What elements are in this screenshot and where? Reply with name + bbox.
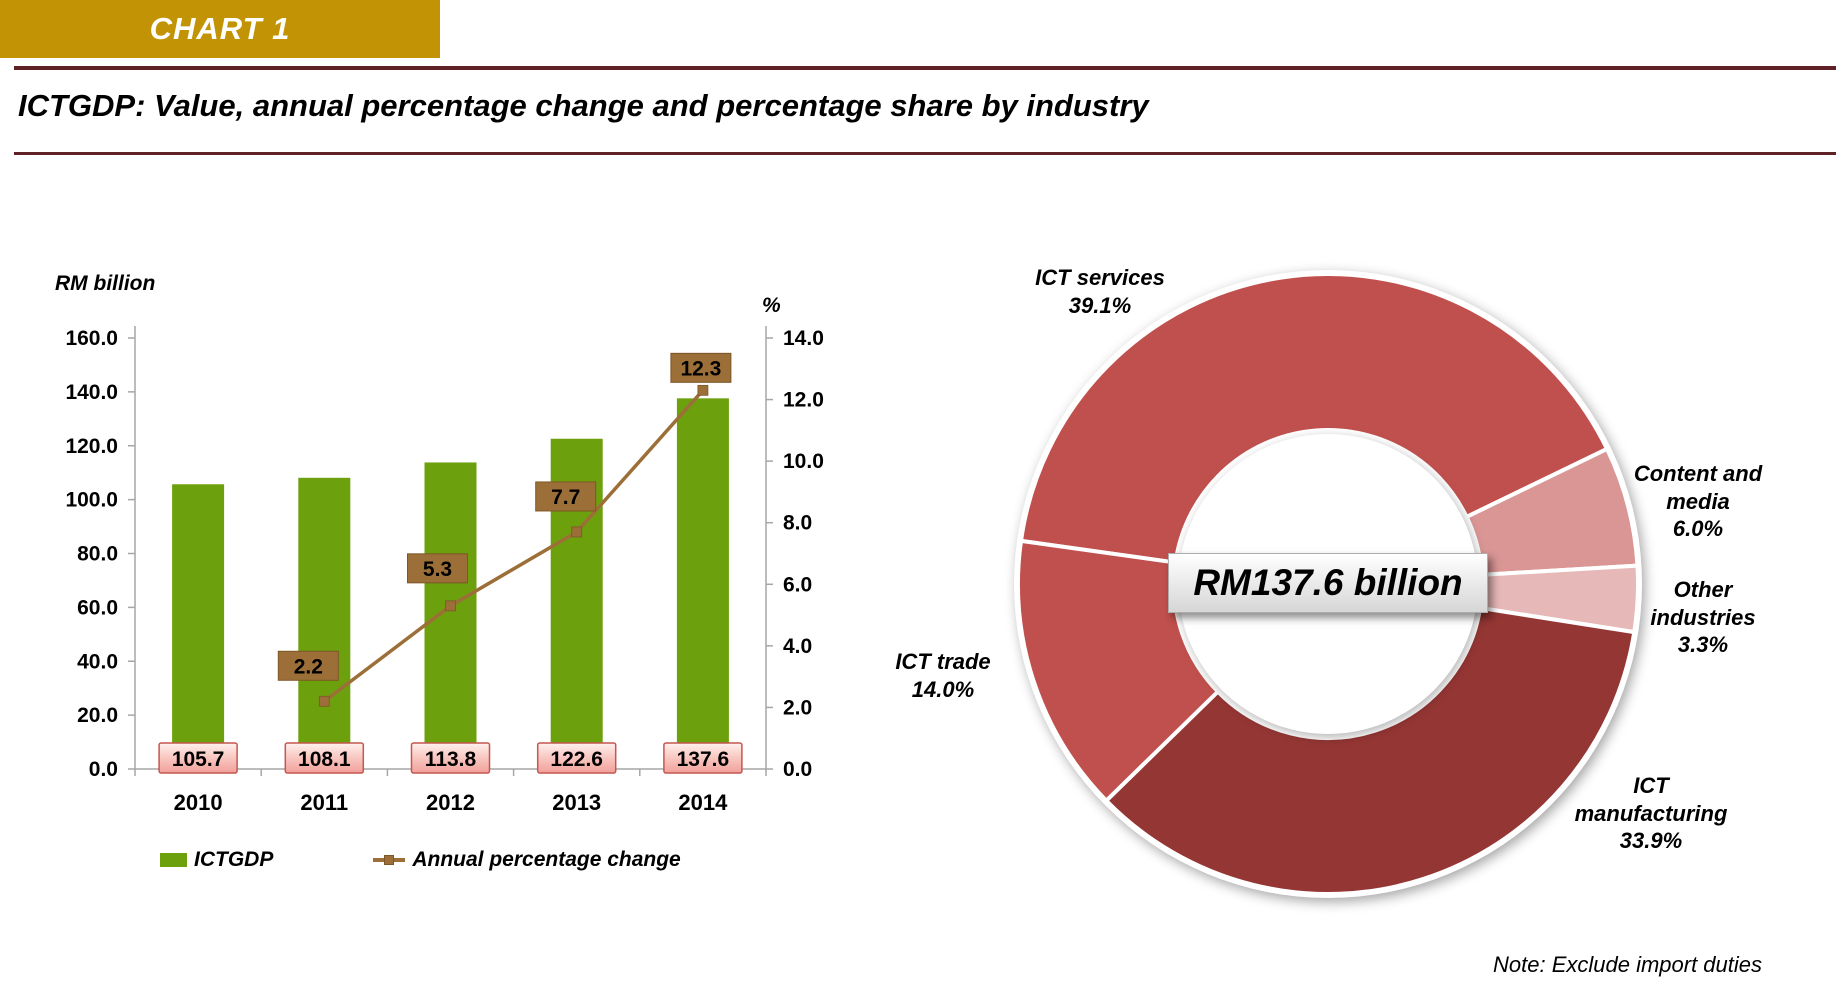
donut-label-ict-trade: ICT trade 14.0% <box>895 649 991 702</box>
donut-slice-ict-manufacturing <box>1104 605 1637 897</box>
left-axis-tick-label: 20.0 <box>77 704 118 727</box>
divider-bottom <box>14 152 1836 155</box>
right-axis-tick-label: 12.0 <box>783 389 824 412</box>
bar-value-box <box>284 742 365 774</box>
bar-value-box <box>663 742 743 774</box>
legend-item-ictgdp: ICTGDP <box>160 848 273 872</box>
line-marker <box>697 384 709 396</box>
page-title: ICTGDP: Value, annual percentage change … <box>18 88 1149 123</box>
line-value-label: 7.7 <box>551 486 580 509</box>
legend-label-ictgdp: ICTGDP <box>194 848 274 871</box>
line-value-box <box>277 650 339 681</box>
donut-label-other-industries: Other industries 3.3% <box>1650 577 1756 657</box>
bar-value-label: 105.7 <box>172 748 225 771</box>
right-axis-tick-label: 10.0 <box>783 450 824 473</box>
right-axis-tick-label: 8.0 <box>783 512 812 535</box>
bar-line-chart: 160.0 140.0 120.0 100.0 80.0 60.0 40.0 20.0 0.0 1… <box>65 326 824 815</box>
bar-value-label: 122.6 <box>550 748 603 771</box>
line-value-label: 5.3 <box>423 558 452 581</box>
left-axis-tick-label: 140.0 <box>65 381 118 404</box>
bar-value-label: 113.8 <box>425 748 477 771</box>
right-axis-tick-label: 6.0 <box>783 573 812 596</box>
bar-value-box <box>536 742 617 774</box>
bar-swatch-icon <box>160 853 187 867</box>
donut-center-value: RM137.6 billion <box>1168 553 1488 613</box>
left-axis-tick-label: 80.0 <box>77 543 118 566</box>
line-marker <box>318 695 330 707</box>
right-axis-tick-label: 0.0 <box>783 758 812 781</box>
legend-label-annual-change: Annual percentage change <box>412 848 681 871</box>
line-value-label: 12.3 <box>680 357 721 380</box>
bar-value-label: 108.1 <box>298 748 351 771</box>
x-axis-category-label: 2010 <box>174 790 223 815</box>
line-value-label: 2.2 <box>294 655 323 678</box>
left-axis-tick-label: 120.0 <box>65 435 118 458</box>
x-axis-category-label: 2014 <box>678 790 728 815</box>
bar-ictgdp <box>676 398 729 769</box>
right-axis-tick-label: 4.0 <box>783 635 812 658</box>
chart-tag: CHART 1 <box>149 11 291 46</box>
left-axis-tick-label: 60.0 <box>77 596 118 619</box>
footnote: Note: Exclude import duties <box>1493 952 1763 977</box>
divider-top <box>14 66 1836 70</box>
donut-label-ict-services: ICT services 39.1% <box>1035 265 1165 318</box>
legend-item-annual-change: Annual percentage change <box>373 848 681 872</box>
x-axis-category-label: 2012 <box>426 790 475 815</box>
bar-ictgdp <box>172 484 225 769</box>
x-axis-category-label: 2013 <box>552 790 601 815</box>
line-value-box <box>407 553 468 584</box>
right-axis-unit-label: % <box>762 294 781 317</box>
left-axis-tick-label: 100.0 <box>65 489 118 512</box>
line-marker <box>445 600 456 612</box>
donut-label-content-and-media: Content and media 6.0% <box>1633 461 1763 541</box>
x-axis-category-label: 2011 <box>300 790 348 815</box>
line-value-box <box>535 481 597 512</box>
chart-banner: CHART 1 <box>0 0 440 58</box>
annual-change-line <box>322 388 705 704</box>
line-marker <box>571 526 583 538</box>
donut-label-ict-manufacturing: ICT manufacturing 33.9% <box>1574 773 1728 853</box>
donut-slice-ict-trade <box>1016 538 1220 803</box>
line-marker-swatch-icon <box>373 853 406 867</box>
legend: ICTGDP Annual percentage change <box>160 848 681 872</box>
bar-value-box <box>410 742 491 774</box>
right-axis-tick-label: 14.0 <box>783 327 824 350</box>
left-axis-unit-label: RM billion <box>55 272 156 295</box>
bar-ictgdp <box>298 477 351 769</box>
donut-slice-ict-services <box>1019 272 1610 565</box>
left-axis-tick-label: 40.0 <box>77 650 118 673</box>
left-axis-tick-label: 160.0 <box>65 327 118 350</box>
line-value-box <box>670 352 732 383</box>
bar-ictgdp <box>424 462 477 769</box>
bar-value-box <box>158 742 238 774</box>
bar-value-label: 137.6 <box>677 748 730 771</box>
right-axis-tick-label: 2.0 <box>783 696 812 719</box>
left-axis-tick-label: 0.0 <box>89 758 118 781</box>
